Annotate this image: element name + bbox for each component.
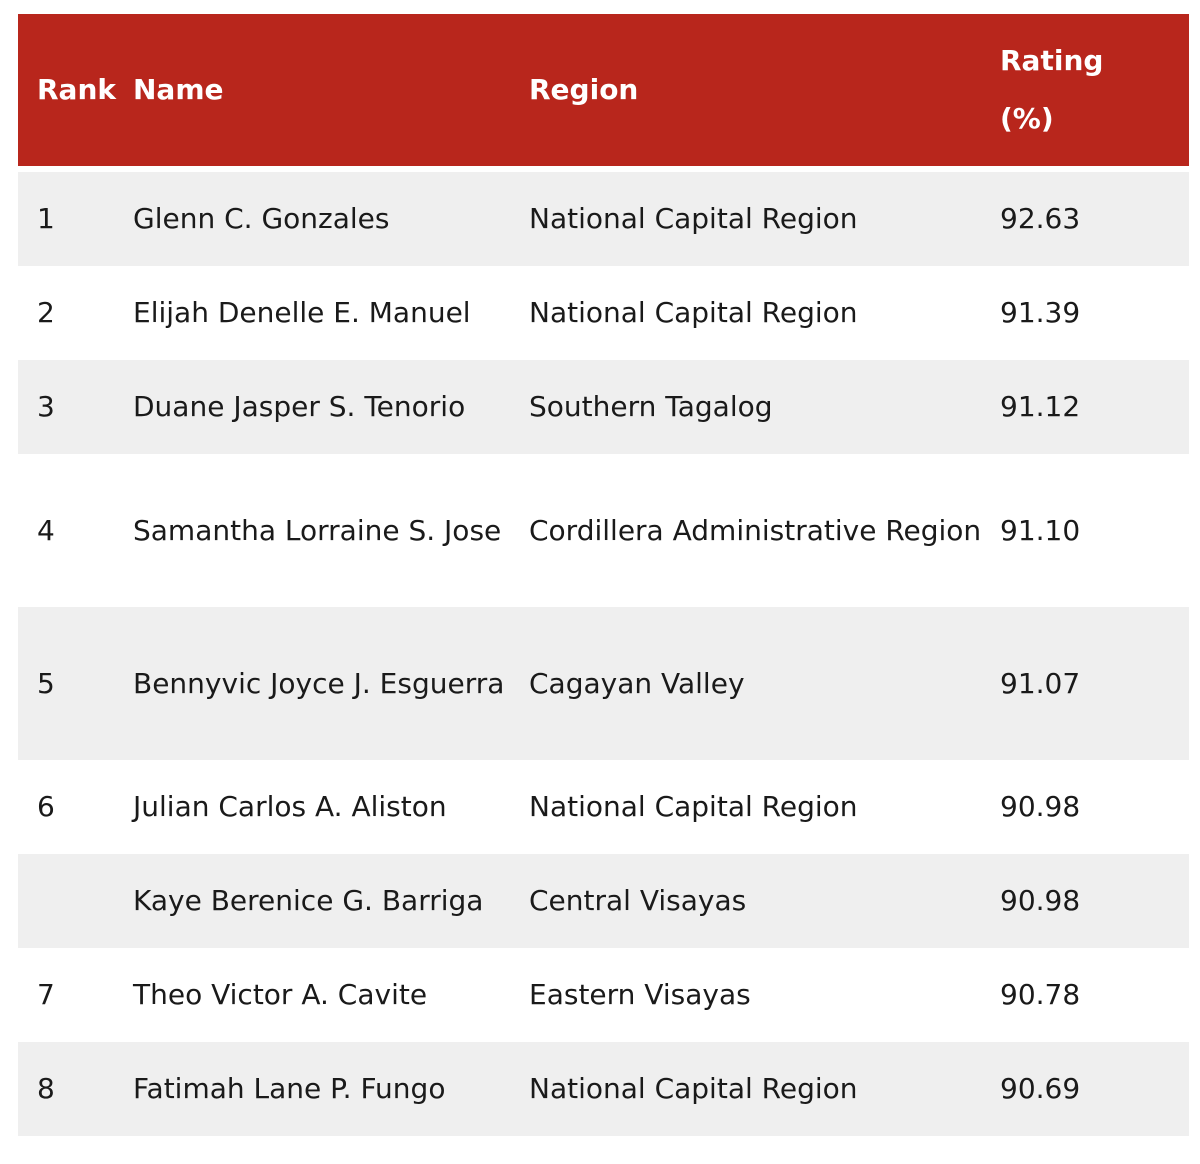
- cell-rank: 3: [37, 390, 55, 423]
- header-row: Rank Name Region Rating (%): [18, 14, 1189, 166]
- cell-rank: [18, 854, 133, 948]
- header-spacer: [18, 166, 1189, 172]
- cell-rating: 92.63: [1000, 202, 1081, 235]
- cell-rank: 8: [37, 1072, 55, 1105]
- cell-name: Duane Jasper S. Tenorio: [133, 390, 466, 423]
- cell-rating: 90.98: [1000, 884, 1081, 917]
- cell-region: National Capital Region: [529, 790, 858, 823]
- cell-rank: 5: [37, 666, 55, 700]
- cell-name: Fatimah Lane P. Fungo: [133, 1072, 446, 1105]
- cell-region: Southern Tagalog: [529, 390, 773, 423]
- cell-name: Julian Carlos A. Aliston: [133, 790, 447, 823]
- table-row: Kaye Berenice G. Barriga Central Visayas…: [18, 854, 1189, 948]
- table-row: 2 Elijah Denelle E. Manuel National Capi…: [18, 266, 1189, 360]
- cell-region: National Capital Region: [529, 202, 858, 235]
- cell-rank: 1: [37, 202, 55, 235]
- header-rating-line1: Rating: [1000, 44, 1104, 77]
- cell-name: Glenn C. Gonzales: [133, 202, 390, 235]
- table-row: 6 Julian Carlos A. Aliston National Capi…: [18, 760, 1189, 854]
- table-row: 4 Samantha Lorraine S. Jose Cordillera A…: [18, 454, 1189, 607]
- header-rank: Rank: [37, 73, 117, 106]
- table-row: 1 Glenn C. Gonzales National Capital Reg…: [18, 172, 1189, 266]
- cell-rank: 4: [37, 513, 55, 547]
- cell-name: Theo Victor A. Cavite: [133, 978, 428, 1011]
- cell-rating: 91.10: [1000, 513, 1081, 547]
- table-row: 7 Theo Victor A. Cavite Eastern Visayas …: [18, 948, 1189, 1042]
- header-region: Region: [529, 73, 639, 106]
- cell-rating: 90.98: [1000, 790, 1081, 823]
- cell-rating: 91.07: [1000, 666, 1081, 700]
- cell-rating: 90.69: [1000, 1072, 1081, 1105]
- cell-rank: 6: [37, 790, 55, 823]
- ranking-table: Rank Name Region Rating (%) 1 Glenn C. Go…: [18, 14, 1189, 1136]
- table-row: 8 Fatimah Lane P. Fungo National Capital…: [18, 1042, 1189, 1136]
- cell-region: National Capital Region: [529, 1072, 858, 1105]
- cell-name: Elijah Denelle E. Manuel: [133, 296, 471, 329]
- header-name: Name: [133, 73, 224, 106]
- cell-rating: 91.39: [1000, 296, 1081, 329]
- ranking-table-container: Rank Name Region Rating (%) 1 Glenn C. Go…: [18, 14, 1189, 1136]
- table-body: 1 Glenn C. Gonzales National Capital Reg…: [18, 166, 1189, 1136]
- cell-region: Eastern Visayas: [529, 978, 751, 1011]
- cell-rank: 2: [37, 296, 55, 329]
- header-rating: Rating (%): [1000, 14, 1189, 166]
- cell-rating: 91.12: [1000, 390, 1081, 423]
- header-rating-line2: (%): [1000, 102, 1054, 135]
- cell-region: Cagayan Valley: [529, 666, 745, 700]
- cell-rank: 7: [37, 978, 55, 1011]
- table-row: 5 Bennyvic Joyce J. Esguerra Cagayan Val…: [18, 607, 1189, 760]
- cell-region: Central Visayas: [529, 884, 747, 917]
- cell-region: Cordillera Administrative Region: [529, 513, 982, 547]
- table-header: Rank Name Region Rating (%): [18, 14, 1189, 166]
- cell-name: Kaye Berenice G. Barriga: [133, 884, 484, 917]
- cell-rating: 90.78: [1000, 978, 1081, 1011]
- cell-name: Samantha Lorraine S. Jose: [133, 513, 502, 547]
- cell-name: Bennyvic Joyce J. Esguerra: [133, 666, 505, 700]
- table-row: 3 Duane Jasper S. Tenorio Southern Tagal…: [18, 360, 1189, 454]
- cell-region: National Capital Region: [529, 296, 858, 329]
